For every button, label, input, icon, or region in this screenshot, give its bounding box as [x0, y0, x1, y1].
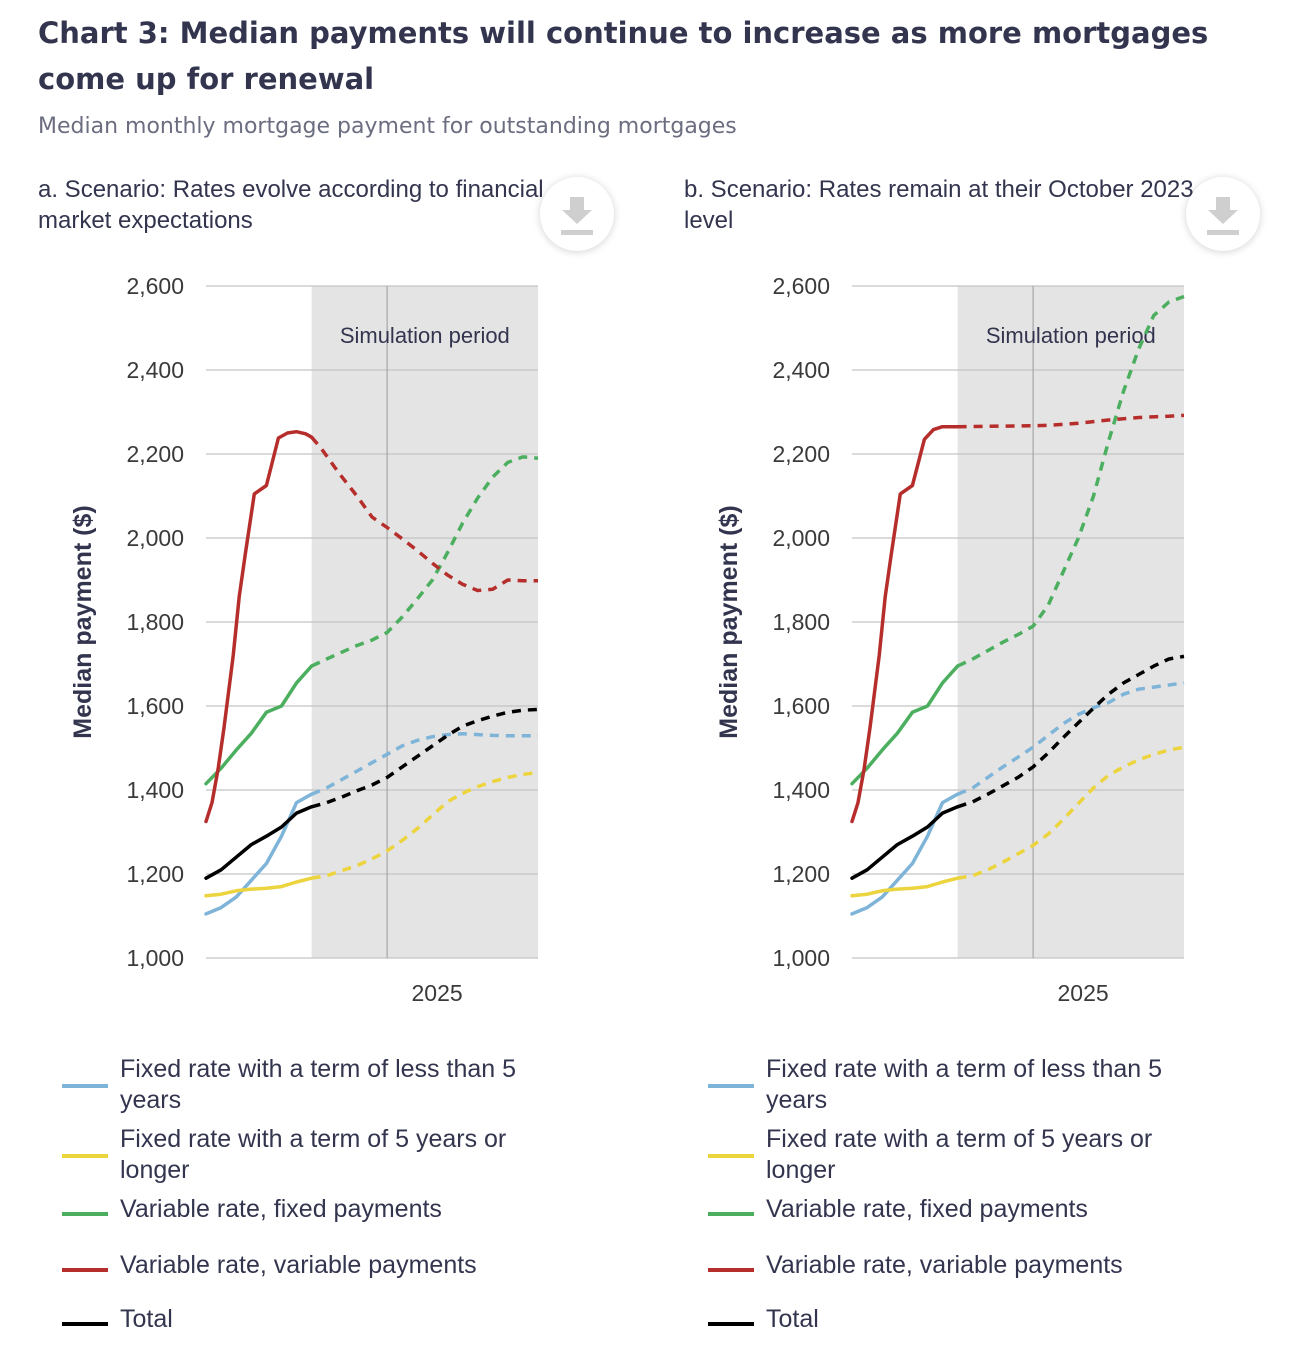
y-tick-label: 1,000	[772, 945, 830, 971]
y-axis-title: Median payment ($)	[715, 505, 743, 738]
y-tick-label: 1,200	[772, 861, 830, 887]
y-tick-label: 2,200	[126, 441, 184, 467]
y-tick-label: 1,400	[772, 777, 830, 803]
series-line-fixed_long-historical	[850, 876, 960, 898]
legend-label: Variable rate, fixed payments	[766, 1195, 1088, 1223]
legend-label: Variable rate, variable payments	[766, 1251, 1123, 1279]
legend-label: Variable rate, variable payments	[120, 1251, 477, 1279]
y-tick-label: 1,800	[772, 609, 830, 635]
y-tick-label: 1,000	[126, 945, 184, 971]
chart-b: 1,000 1,200 1,400 1,600 1,800 2,000 2,200 2,400…	[715, 273, 1185, 1006]
y-tick-label: 2,400	[126, 357, 184, 383]
series-line-fixed_short-historical	[850, 792, 960, 916]
y-axis-title: Median payment ($)	[69, 505, 97, 738]
legend-swatch	[62, 1154, 108, 1158]
series-line-variable_fixed-historical	[204, 664, 314, 786]
y-tick-label: 1,200	[126, 861, 184, 887]
y-tick-label: 2,600	[772, 273, 830, 299]
y-tick-label: 1,800	[126, 609, 184, 635]
legend-swatch	[62, 1322, 108, 1326]
y-tick-label: 2,400	[772, 357, 830, 383]
y-tick-label: 1,400	[126, 777, 184, 803]
download-icon	[561, 197, 593, 235]
download-icon	[1207, 197, 1239, 235]
simulation-period-label: Simulation period	[986, 323, 1156, 348]
page-subtitle: Median monthly mortgage payment for outs…	[38, 114, 737, 139]
chart-panel-a: a. Scenario: Rates evolve according to f…	[0, 172, 640, 1362]
series-line-total-historical	[204, 805, 314, 880]
series-line-variable_fixed-simulated	[956, 294, 1185, 668]
y-tick-label: 2,600	[126, 273, 184, 299]
download-button[interactable]	[1186, 177, 1260, 251]
y-tick-label: 1,600	[126, 693, 184, 719]
x-tick-label: 2025	[412, 980, 463, 1006]
series-line-variable_fixed-historical	[850, 664, 960, 786]
legend-swatch	[62, 1212, 108, 1216]
legend-label: Fixed rate with a term of less than 5 ye…	[120, 1055, 517, 1114]
chart-a: 1,000 1,200 1,400 1,600 1,800 2,000 2,200 2,400…	[69, 273, 539, 1006]
panel-title: a. Scenario: Rates evolve according to f…	[38, 176, 544, 234]
series-line-variable_variable-historical	[204, 429, 314, 824]
series-line-total-simulated	[311, 707, 539, 809]
y-tick-label: 2,000	[772, 525, 830, 551]
series-line-fixed_short-simulated	[956, 681, 1185, 796]
legend-swatch	[708, 1084, 754, 1088]
simulation-period-label: Simulation period	[340, 323, 510, 348]
series-line-fixed_short-historical	[204, 792, 314, 916]
series-line-variable_variable-historical	[850, 424, 960, 824]
legend-swatch	[62, 1268, 108, 1272]
series-line-total-historical	[850, 805, 960, 880]
legend-label: Fixed rate with a term of 5 years or lon…	[766, 1125, 1153, 1184]
series-line-variable_variable-simulated	[957, 413, 1185, 429]
legend-swatch	[708, 1322, 754, 1326]
x-tick-label: 2025	[1058, 980, 1109, 1006]
legend-label: Variable rate, fixed payments	[120, 1195, 442, 1223]
panel-title: b. Scenario: Rates remain at their Octob…	[684, 176, 1194, 234]
legend-swatch	[708, 1268, 754, 1272]
chart-panel-b: b. Scenario: Rates remain at their Octob…	[646, 172, 1286, 1362]
series-line-variable_variable-simulated	[310, 436, 538, 593]
legend-label: Total	[766, 1305, 819, 1333]
legend-label: Total	[120, 1305, 173, 1333]
y-tick-label: 2,000	[126, 525, 184, 551]
series-line-fixed_long-simulated	[957, 745, 1185, 880]
legend-label: Fixed rate with a term of 5 years or lon…	[120, 1125, 507, 1184]
page-title: Chart 3: Median payments will continue t…	[38, 16, 1209, 96]
y-tick-label: 2,200	[772, 441, 830, 467]
legend-swatch	[62, 1084, 108, 1088]
download-button[interactable]	[540, 177, 614, 251]
series-line-fixed_long-simulated	[311, 770, 539, 880]
legend-swatch	[708, 1212, 754, 1216]
series-line-fixed_long-historical	[204, 876, 314, 898]
legend-label: Fixed rate with a term of less than 5 ye…	[766, 1055, 1163, 1114]
legend-swatch	[708, 1154, 754, 1158]
y-tick-label: 1,600	[772, 693, 830, 719]
